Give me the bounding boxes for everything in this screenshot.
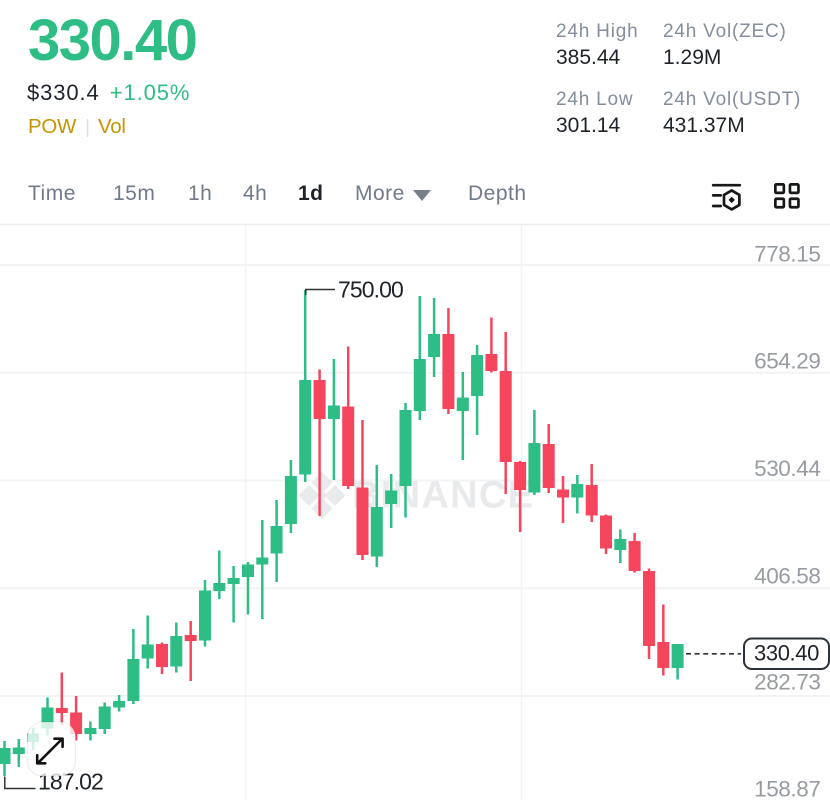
svg-text:778.15: 778.15 (754, 242, 820, 267)
svg-text:750.00: 750.00 (338, 277, 403, 303)
svg-text:654.29: 654.29 (754, 349, 820, 374)
svg-text:530.44: 530.44 (754, 456, 820, 481)
svg-text:158.87: 158.87 (754, 777, 820, 800)
svg-text:406.58: 406.58 (754, 564, 820, 589)
svg-text:330.40: 330.40 (754, 641, 819, 666)
svg-text:282.73: 282.73 (754, 670, 820, 695)
